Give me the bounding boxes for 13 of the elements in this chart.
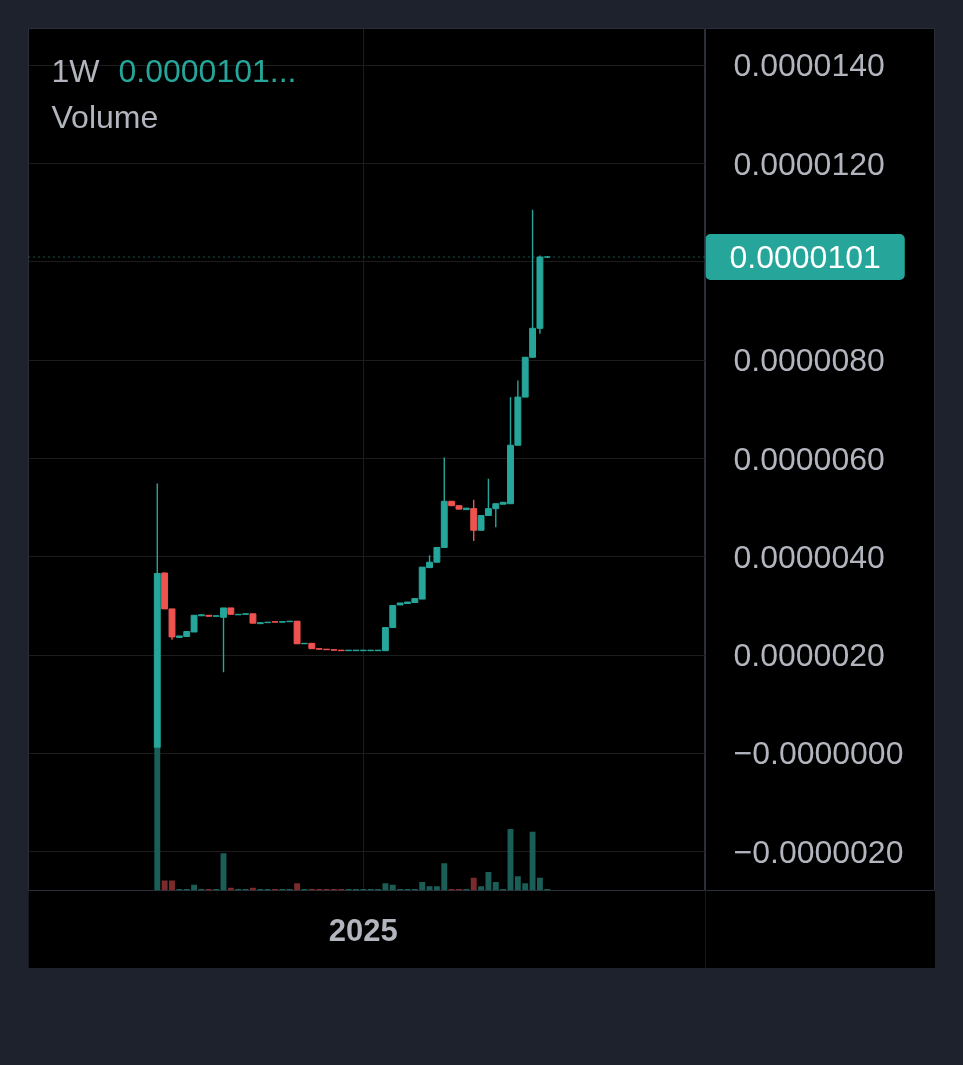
- text: 1W: [51, 52, 101, 89]
- x-tick-label: 2025: [328, 912, 398, 948]
- y-tick-label: −0.0000020: [733, 833, 904, 870]
- annotation: 0.0000101...: [118, 52, 297, 89]
- y-tick-label: 0.0000020: [733, 637, 885, 674]
- y-tick-label: 0.0000120: [733, 145, 885, 182]
- y-tick-label: 0.0000080: [733, 342, 885, 379]
- y-tick-label: 0.0000040: [733, 538, 885, 575]
- y-tick-label: 0.0000060: [733, 440, 885, 477]
- chart-title: Volume: [51, 98, 159, 135]
- y-tick-label: 0.0000140: [733, 47, 885, 84]
- ref-line-label: 0.0000101: [729, 239, 881, 276]
- y-tick-label: −0.0000000: [733, 735, 904, 772]
